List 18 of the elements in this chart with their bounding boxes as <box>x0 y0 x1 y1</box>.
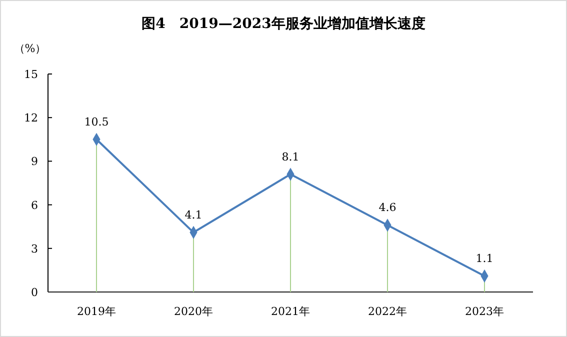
x-tick-label: 2019年 <box>77 305 116 318</box>
x-tick-label: 2023年 <box>465 305 504 318</box>
y-tick-label: 0 <box>31 286 38 299</box>
data-label: 8.1 <box>282 150 300 164</box>
y-axis-title: （%） <box>14 42 46 55</box>
y-tick-label: 6 <box>31 198 38 212</box>
x-tick-label: 2021年 <box>271 305 310 318</box>
y-tick-label: 15 <box>24 68 38 81</box>
data-label: 4.1 <box>184 208 202 222</box>
data-label: 4.6 <box>378 201 396 214</box>
y-tick-label: 3 <box>31 242 38 256</box>
data-label: 10.5 <box>84 115 109 128</box>
y-tick-label: 9 <box>31 155 38 168</box>
data-label: 1.1 <box>476 252 494 266</box>
chart-title: 图4 2019—2023年服务业增加值增长速度 <box>142 15 426 32</box>
x-tick-label: 2020年 <box>174 305 213 318</box>
y-tick-label: 12 <box>24 112 38 125</box>
x-tick-label: 2022年 <box>368 305 407 318</box>
